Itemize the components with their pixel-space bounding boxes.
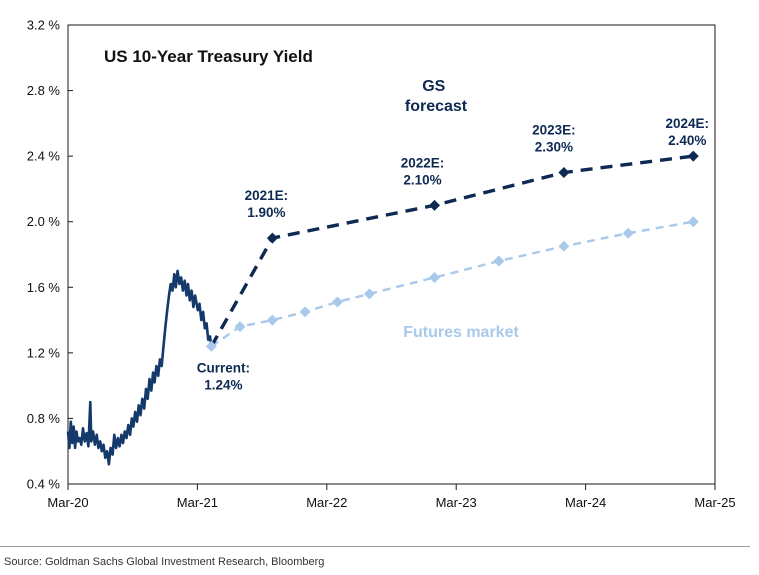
futures-marker bbox=[558, 240, 570, 252]
x-tick-label: Mar-24 bbox=[565, 495, 606, 510]
y-tick-label: 1.2 % bbox=[27, 345, 61, 360]
series-layer bbox=[66, 154, 694, 466]
gs-forecast-marker bbox=[266, 232, 278, 244]
futures-marker bbox=[205, 340, 217, 352]
source-divider bbox=[0, 546, 750, 547]
y-tick-label: 2.0 % bbox=[27, 214, 61, 229]
futures-marker bbox=[363, 288, 375, 300]
gs-forecast-marker bbox=[428, 199, 440, 211]
gs-forecast-line bbox=[209, 154, 694, 348]
x-tick-label: Mar-23 bbox=[436, 495, 477, 510]
y-tick-label: 1.6 % bbox=[27, 280, 61, 295]
futures-marker bbox=[331, 296, 343, 308]
chart-title: US 10-Year Treasury Yield bbox=[104, 47, 313, 66]
y-tick-label: 2.8 % bbox=[27, 83, 61, 98]
y-tick-label: 0.8 % bbox=[27, 411, 61, 426]
annotation-layer: Current: 1.24% 2021E: 1.90% 2022E: 2.10% 2023E… bbox=[197, 116, 709, 392]
futures-marker bbox=[622, 227, 634, 239]
x-tick-label: Mar-21 bbox=[177, 495, 218, 510]
y-tick-label: 2.4 % bbox=[27, 149, 61, 164]
annotation-e2022: 2022E: 2.10% bbox=[401, 155, 445, 187]
gs-forecast-marker bbox=[687, 150, 699, 162]
futures-market-label: Futures market bbox=[403, 324, 519, 341]
gs-forecast-marker bbox=[558, 167, 570, 179]
source-note: Source: Goldman Sachs Global Investment … bbox=[4, 556, 325, 568]
x-tick-label: Mar-22 bbox=[306, 495, 347, 510]
annotation-e2024: 2024E: 2.40% bbox=[666, 116, 710, 148]
y-axis: 0.4 % 0.8 % 1.2 % 1.6 % 2.0 % 2.4 % 2.8 % 3.2 % bbox=[27, 18, 73, 492]
futures-marker bbox=[266, 314, 278, 326]
x-tick-label: Mar-20 bbox=[47, 495, 88, 510]
history-line bbox=[66, 269, 213, 466]
futures-marker bbox=[299, 306, 311, 318]
futures-marker bbox=[428, 271, 440, 283]
annotation-e2023: 2023E: 2.30% bbox=[532, 123, 576, 155]
x-axis: Mar-20 Mar-21 Mar-22 Mar-23 Mar-24 Mar-25 bbox=[47, 484, 736, 510]
y-tick-label: 3.2 % bbox=[27, 18, 61, 33]
gs-forecast-label: GS forecast bbox=[405, 78, 468, 115]
y-tick-label: 0.4 % bbox=[27, 477, 61, 492]
marker-layer bbox=[205, 150, 699, 352]
annotation-current: Current: 1.24% bbox=[197, 360, 250, 392]
futures-marker bbox=[687, 216, 699, 228]
futures-marker bbox=[493, 255, 505, 267]
futures-marker bbox=[234, 321, 246, 333]
plot-frame bbox=[67, 24, 716, 485]
treasury-yield-chart: 0.4 % 0.8 % 1.2 % 1.6 % 2.0 % 2.4 % 2.8 % 3.2 %… bbox=[27, 18, 736, 511]
x-tick-label: Mar-25 bbox=[694, 495, 735, 510]
annotation-e2021: 2021E: 1.90% bbox=[245, 188, 289, 220]
